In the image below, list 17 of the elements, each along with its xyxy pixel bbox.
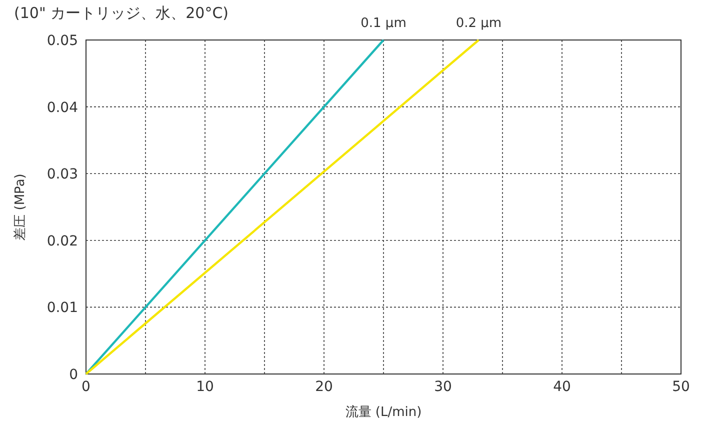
x-tick-label: 40 bbox=[553, 379, 571, 395]
x-tick-label: 10 bbox=[196, 379, 214, 395]
x-axis-title: 流量 (L/min) bbox=[345, 404, 422, 420]
x-tick-label: 0 bbox=[82, 379, 90, 395]
y-tick-label: 0.01 bbox=[46, 300, 78, 316]
y-tick-label: 0.04 bbox=[46, 100, 78, 116]
x-tick-label: 30 bbox=[434, 379, 452, 395]
x-tick-label: 20 bbox=[315, 379, 333, 395]
chart-title: (10" カートリッジ、水、20°C) bbox=[14, 4, 229, 22]
y-tick-label: 0.03 bbox=[46, 166, 78, 183]
x-tick-label: 50 bbox=[672, 379, 690, 395]
y-tick-label: 0.05 bbox=[46, 33, 78, 49]
y-axis-title: 差圧 (MPa) bbox=[13, 174, 28, 240]
y-tick-label: 0 bbox=[69, 367, 78, 383]
series-label: 0.1 µm bbox=[360, 16, 406, 31]
series-label: 0.2 µm bbox=[456, 16, 502, 31]
y-tick-label: 0.02 bbox=[46, 233, 78, 250]
